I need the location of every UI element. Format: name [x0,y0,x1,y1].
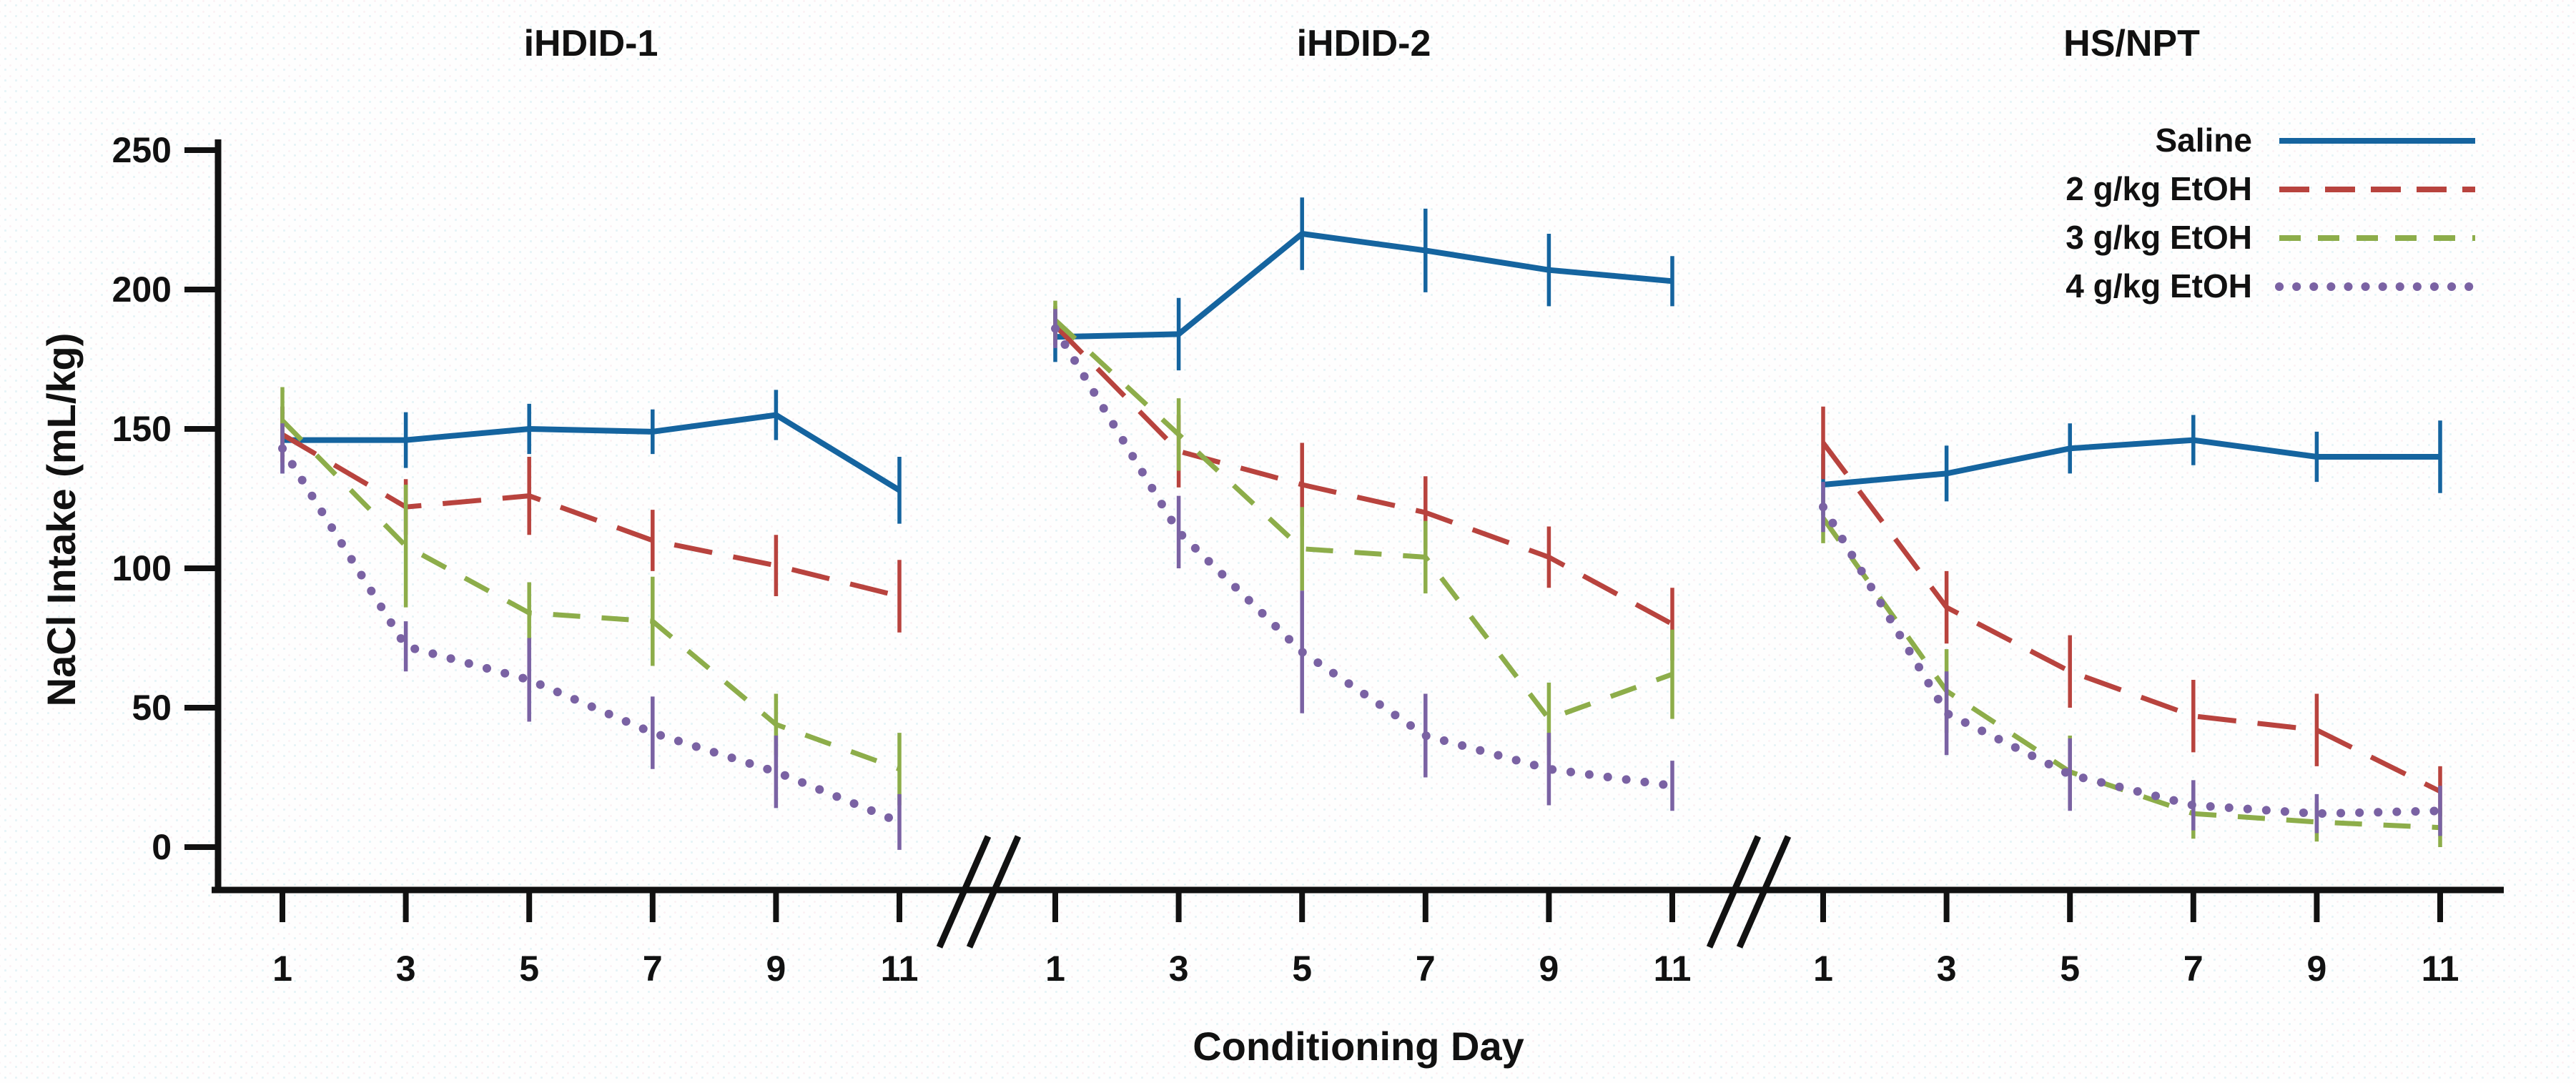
series-line-saline [1055,230,1673,340]
x-axis-tick-label: 9 [766,949,786,989]
legend-label: 2 g/kg EtOH [2066,170,2252,207]
axis-break-slash [966,835,1022,949]
x-axis-tick-label: 1 [272,949,292,989]
panel-title: HS/NPT [2063,23,2200,64]
panel-title: iHDID-2 [1297,23,1431,64]
x-axis-tick-label: 7 [643,949,663,989]
y-axis-title: NaCl Intake (mL/kg) [39,333,84,707]
series-line-4-g-kg-etoh [1051,324,1677,791]
x-axis-tick-label: 1 [1813,949,1833,989]
x-axis-tick-label: 7 [2183,949,2204,989]
x-axis-tick-label: 1 [1045,949,1065,989]
series-line-4-g-kg-etoh [278,444,904,826]
x-axis-tick-label: 11 [881,949,919,989]
series-line-3-g-kg-etoh [280,418,901,772]
legend-label: Saline [2155,122,2252,159]
series-line-2-g-kg-etoh [1053,324,1674,627]
series-line-3-g-kg-etoh [1053,318,1674,722]
x-axis-tick-label: 3 [1169,949,1189,989]
y-axis-tick-label: 200 [112,269,172,310]
series-line-4-g-kg-etoh [1819,503,2444,819]
y-axis-tick-label: 150 [112,409,172,449]
x-axis-tick-label: 3 [1937,949,1957,989]
legend-label: 4 g/kg EtOH [2066,267,2252,305]
x-axis-tick-label: 9 [2306,949,2326,989]
y-axis-tick-label: 0 [152,827,172,867]
x-axis-tick-label: 5 [519,949,539,989]
series-line-2-g-kg-etoh [1821,441,2442,794]
x-axis-tick-label: 7 [1416,949,1436,989]
series-line-3-g-kg-etoh [1821,516,2441,831]
axis-break-slash [1736,835,1792,949]
y-axis-tick-label: 250 [112,130,172,170]
panel-title: iHDID-1 [524,23,658,64]
axis-break-slash [936,835,992,949]
axis-break-slash [1706,835,1762,949]
x-axis-tick-label: 3 [396,949,416,989]
y-axis-tick-label: 100 [112,548,172,588]
x-axis-tick-label: 11 [1654,949,1692,989]
x-axis-tick-label: 9 [1539,949,1559,989]
x-axis-tick-label: 5 [2060,949,2080,989]
series-line-2-g-kg-etoh [281,432,900,599]
y-axis-tick-label: 50 [132,688,172,728]
series-line-saline [282,412,902,493]
x-axis-tick-label: 11 [2422,949,2459,989]
series-line-saline [1822,437,2440,488]
x-axis-title: Conditioning Day [1193,1024,1524,1069]
legend-label: 3 g/kg EtOH [2066,219,2252,256]
x-axis-tick-label: 5 [1292,949,1312,989]
